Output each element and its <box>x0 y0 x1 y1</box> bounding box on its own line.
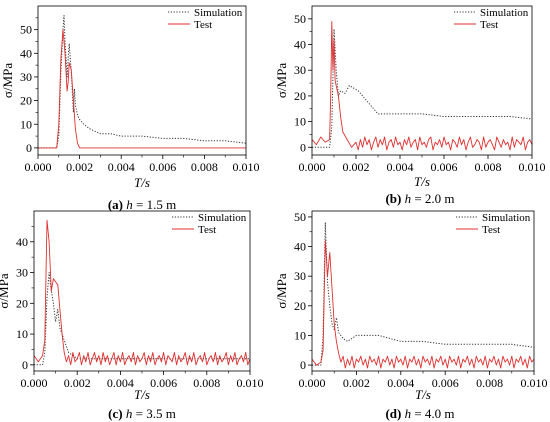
y-tick-label: 0 <box>300 140 306 154</box>
y-tick-label: 20 <box>294 89 306 103</box>
caption-variable: h <box>405 406 412 421</box>
panel-caption: (d) h = 4.0 m <box>385 406 454 421</box>
x-tick-label: 0.010 <box>521 376 548 390</box>
y-tick-label: 30 <box>294 269 306 283</box>
caption-tag: (b) <box>385 191 401 206</box>
x-tick-label: 0.002 <box>343 160 370 174</box>
panel-caption: (c) h = 3.5 m <box>108 406 176 421</box>
legend-label-simulation: Simulation <box>480 7 529 19</box>
legend-label-test: Test <box>482 224 500 236</box>
x-tick-label: 0.002 <box>66 160 93 174</box>
y-axis-label: σ/MPa <box>274 273 289 308</box>
x-tick-label: 0.000 <box>25 160 52 174</box>
caption-value: = 4.0 m <box>411 406 454 421</box>
x-tick-label: 0.008 <box>193 376 220 390</box>
plot-frame <box>311 5 533 156</box>
x-tick-label: 0.010 <box>519 160 546 174</box>
x-tick-label: 0.008 <box>476 376 503 390</box>
y-tick-label: 0 <box>300 358 306 372</box>
x-tick-label: 0.010 <box>233 160 260 174</box>
series-line-simulation <box>34 272 250 366</box>
x-tick-label: 0.008 <box>475 160 502 174</box>
y-tick-label: 30 <box>294 63 306 77</box>
x-tick-label: 0.008 <box>191 160 218 174</box>
series-line-test <box>38 29 246 149</box>
y-tick-label: 20 <box>294 299 306 313</box>
y-tick-label: 10 <box>294 115 306 129</box>
x-tick-label: 0.000 <box>299 160 326 174</box>
x-tick-label: 0.002 <box>343 376 370 390</box>
y-tick-label: 40 <box>294 38 306 52</box>
panel-b: 0.000 0.002 0.004 0.006 0.008 0.010 0 10 20 30 40 5… <box>274 5 546 206</box>
legend-label-test: Test <box>194 19 212 31</box>
panel-a: 0.000 0.002 0.004 0.006 0.008 0.010 0 10 20 30 40 5… <box>0 5 260 212</box>
y-tick-label: 30 <box>16 266 28 280</box>
legend-label-simulation: Simulation <box>194 7 243 19</box>
legend-label-test: Test <box>480 19 498 31</box>
y-tick-label: 40 <box>16 235 28 249</box>
y-tick-label: 20 <box>20 94 32 108</box>
legend-label-test: Test <box>198 224 216 236</box>
x-tick-label: 0.004 <box>107 376 134 390</box>
y-axis-label: σ/MPa <box>0 63 15 98</box>
x-tick-label: 0.004 <box>108 160 135 174</box>
x-tick-label: 0.004 <box>387 160 414 174</box>
plot-frame <box>311 210 535 372</box>
y-tick-label: 10 <box>20 117 32 131</box>
legend-label-simulation: Simulation <box>198 212 247 224</box>
y-tick-label: 40 <box>294 240 306 254</box>
series-line-test <box>312 20 532 151</box>
x-axis-label: T/s <box>134 387 150 402</box>
x-tick-label: 0.006 <box>431 160 458 174</box>
series-line-test <box>312 240 534 369</box>
y-axis-label: σ/MPa <box>0 273 11 308</box>
x-axis-label: T/s <box>415 387 431 402</box>
caption-variable: h <box>126 406 133 421</box>
caption-variable: h <box>126 197 133 212</box>
y-tick-label: 40 <box>20 46 32 60</box>
x-tick-label: 0.006 <box>149 160 176 174</box>
series-line-simulation <box>312 28 532 148</box>
caption-variable: h <box>405 191 412 206</box>
y-axis-label: σ/MPa <box>274 63 289 98</box>
series-line-simulation <box>38 15 246 149</box>
caption-value: = 3.5 m <box>132 406 175 421</box>
panel-c: 0.000 0.002 0.004 0.006 0.008 0.010 0 10 20 30 40 T… <box>0 210 264 421</box>
series-line-test <box>34 219 250 366</box>
series-line-simulation <box>312 222 534 366</box>
y-tick-label: 30 <box>20 70 32 84</box>
caption-tag: (c) <box>108 406 122 421</box>
y-tick-label: 10 <box>16 327 28 341</box>
x-axis-label: T/s <box>134 175 150 190</box>
x-tick-label: 0.000 <box>299 376 326 390</box>
x-tick-label: 0.004 <box>387 376 414 390</box>
caption-tag: (d) <box>385 406 401 421</box>
x-tick-label: 0.006 <box>150 376 177 390</box>
caption-value: = 2.0 m <box>411 191 454 206</box>
y-tick-label: 0 <box>22 358 28 372</box>
y-tick-label: 0 <box>26 141 32 155</box>
y-tick-label: 50 <box>294 12 306 26</box>
panel-d: 0.000 0.002 0.004 0.006 0.008 0.010 0 10 20 30 40 5… <box>274 210 548 421</box>
caption-value: = 1.5 m <box>133 197 176 212</box>
x-tick-label: 0.010 <box>237 376 264 390</box>
y-tick-label: 10 <box>294 328 306 342</box>
y-tick-label: 50 <box>20 23 32 37</box>
panel-caption: (a) h = 1.5 m <box>108 197 176 212</box>
caption-tag: (a) <box>108 197 123 212</box>
y-tick-label: 20 <box>16 296 28 310</box>
x-axis-label: T/s <box>414 174 430 189</box>
x-tick-label: 0.002 <box>64 376 91 390</box>
y-tick-label: 50 <box>294 210 306 224</box>
x-tick-label: 0.000 <box>21 376 48 390</box>
panel-caption: (b) h = 2.0 m <box>385 191 454 206</box>
legend-label-simulation: Simulation <box>482 212 531 224</box>
plot-frame <box>37 5 247 156</box>
x-tick-label: 0.006 <box>432 376 459 390</box>
